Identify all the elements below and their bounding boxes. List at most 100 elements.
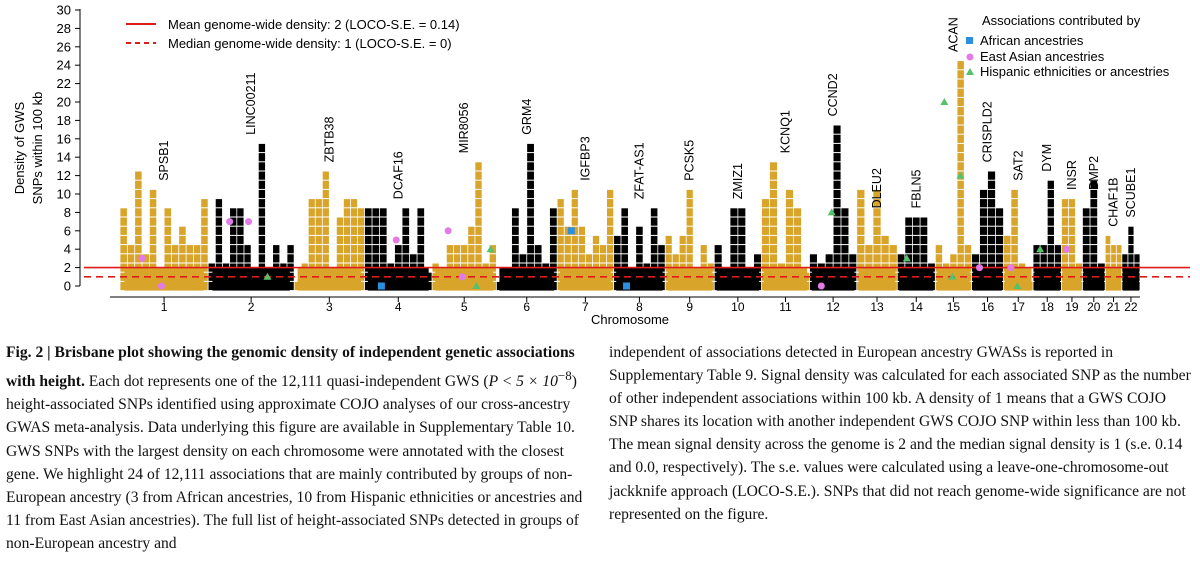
snp-density-mark <box>1116 245 1122 254</box>
snp-density-mark <box>179 245 186 254</box>
snp-density-mark <box>650 245 658 254</box>
snp-density-mark <box>527 143 534 153</box>
snp-density-mark <box>1090 226 1098 235</box>
snp-density-mark <box>564 235 571 245</box>
snp-density-mark <box>599 254 607 263</box>
baseline-band <box>667 267 712 291</box>
snp-density-mark <box>343 199 351 208</box>
snp-density-mark <box>686 254 693 263</box>
snp-density-mark <box>833 162 841 171</box>
snp-density-mark <box>650 208 658 217</box>
x-tick-label: 4 <box>395 300 402 314</box>
snp-density-mark <box>409 254 417 263</box>
baseline-band <box>367 267 429 291</box>
snp-density-mark <box>237 245 244 254</box>
snp-density-mark <box>957 199 964 208</box>
gene-label: GRM4 <box>520 99 534 135</box>
snp-density-mark <box>350 217 358 226</box>
snp-density-mark <box>357 254 365 263</box>
snp-density-mark <box>785 235 794 245</box>
snp-density-mark <box>658 254 665 263</box>
gene-annotations: SPSB1 LINC00211 ZBTB38 DCAF16 MIR8056 GRM4 IGF… <box>157 17 1138 227</box>
snp-density-mark <box>364 208 372 217</box>
snp-density-mark <box>557 226 564 235</box>
snp-density-mark <box>606 226 614 235</box>
snp-density-mark <box>557 245 564 254</box>
snp-density-mark <box>1068 254 1076 263</box>
snp-density-mark <box>873 254 881 263</box>
snp-density-mark <box>1068 226 1076 235</box>
snp-density-mark <box>987 226 996 235</box>
snp-density-mark <box>897 254 905 263</box>
snp-density-mark <box>979 226 988 235</box>
snp-density-mark <box>149 254 157 263</box>
snp-density-mark <box>230 254 237 263</box>
snp-density-mark <box>912 217 920 226</box>
snp-density-mark <box>686 226 693 235</box>
snp-density-mark <box>1134 254 1140 263</box>
snp-density-mark <box>833 171 841 180</box>
snp-density-mark <box>1105 254 1111 263</box>
snp-density-mark <box>730 226 738 235</box>
snp-density-mark <box>995 217 1004 226</box>
snp-density-mark <box>769 217 778 226</box>
snp-density-mark <box>446 245 454 254</box>
y-tick-label: 14 <box>57 150 71 165</box>
snp-density-mark <box>738 208 746 217</box>
snp-density-mark <box>793 254 802 263</box>
snp-density-mark <box>149 245 157 254</box>
snp-density-mark <box>761 254 770 263</box>
african-marker-icon <box>966 37 973 44</box>
snp-density-mark <box>979 199 988 208</box>
snp-density-mark <box>833 208 841 217</box>
y-tick-label: 26 <box>57 39 71 54</box>
snp-density-mark <box>468 245 475 254</box>
snp-density-mark <box>475 162 482 171</box>
snp-density-mark <box>957 143 964 153</box>
snp-density-mark <box>614 254 621 263</box>
snp-density-mark <box>761 199 770 208</box>
snp-density-mark <box>833 226 841 235</box>
gene-label: CHAF1B <box>1107 177 1121 226</box>
snp-density-mark <box>1003 245 1011 254</box>
snp-density-mark <box>336 245 344 254</box>
snp-density-mark <box>912 254 920 263</box>
baseline-band <box>973 267 1002 291</box>
snp-density-mark <box>489 254 496 263</box>
snp-density-mark <box>679 245 686 254</box>
snp-density-mark <box>336 254 344 263</box>
snp-density-mark <box>322 171 329 180</box>
snp-density-mark <box>606 217 614 226</box>
snp-density-mark <box>1047 208 1054 217</box>
hispanic-association-marker <box>956 171 965 179</box>
snp-density-mark <box>527 189 534 199</box>
snp-density-mark <box>343 235 351 245</box>
snp-density-mark <box>258 226 266 235</box>
snp-density-mark <box>987 208 996 217</box>
snp-density-mark <box>957 116 964 125</box>
snp-density-mark <box>258 254 266 263</box>
snp-density-mark <box>621 226 628 235</box>
snp-density-mark <box>841 235 849 245</box>
snp-density-mark <box>273 254 280 263</box>
snp-density-mark <box>912 235 920 245</box>
y-tick-label: 22 <box>57 76 71 91</box>
snp-density-mark <box>857 254 865 263</box>
snp-density-mark <box>987 199 996 208</box>
snp-density-mark <box>841 217 849 226</box>
snp-density-mark <box>315 217 322 226</box>
gene-label: MIR8056 <box>457 102 471 153</box>
east-asian-association-marker <box>976 264 984 272</box>
snp-density-mark <box>135 245 142 254</box>
snp-density-mark <box>179 254 186 263</box>
snp-density-mark <box>621 208 628 217</box>
snp-density-mark <box>606 254 614 263</box>
x-tick-label: 12 <box>826 300 840 314</box>
snp-density-mark <box>468 226 475 235</box>
snp-density-mark <box>686 199 693 208</box>
snp-density-mark <box>1011 245 1018 254</box>
snp-density-mark <box>322 245 329 254</box>
snp-density-mark <box>230 235 237 245</box>
gene-label: DYM <box>1040 144 1054 172</box>
